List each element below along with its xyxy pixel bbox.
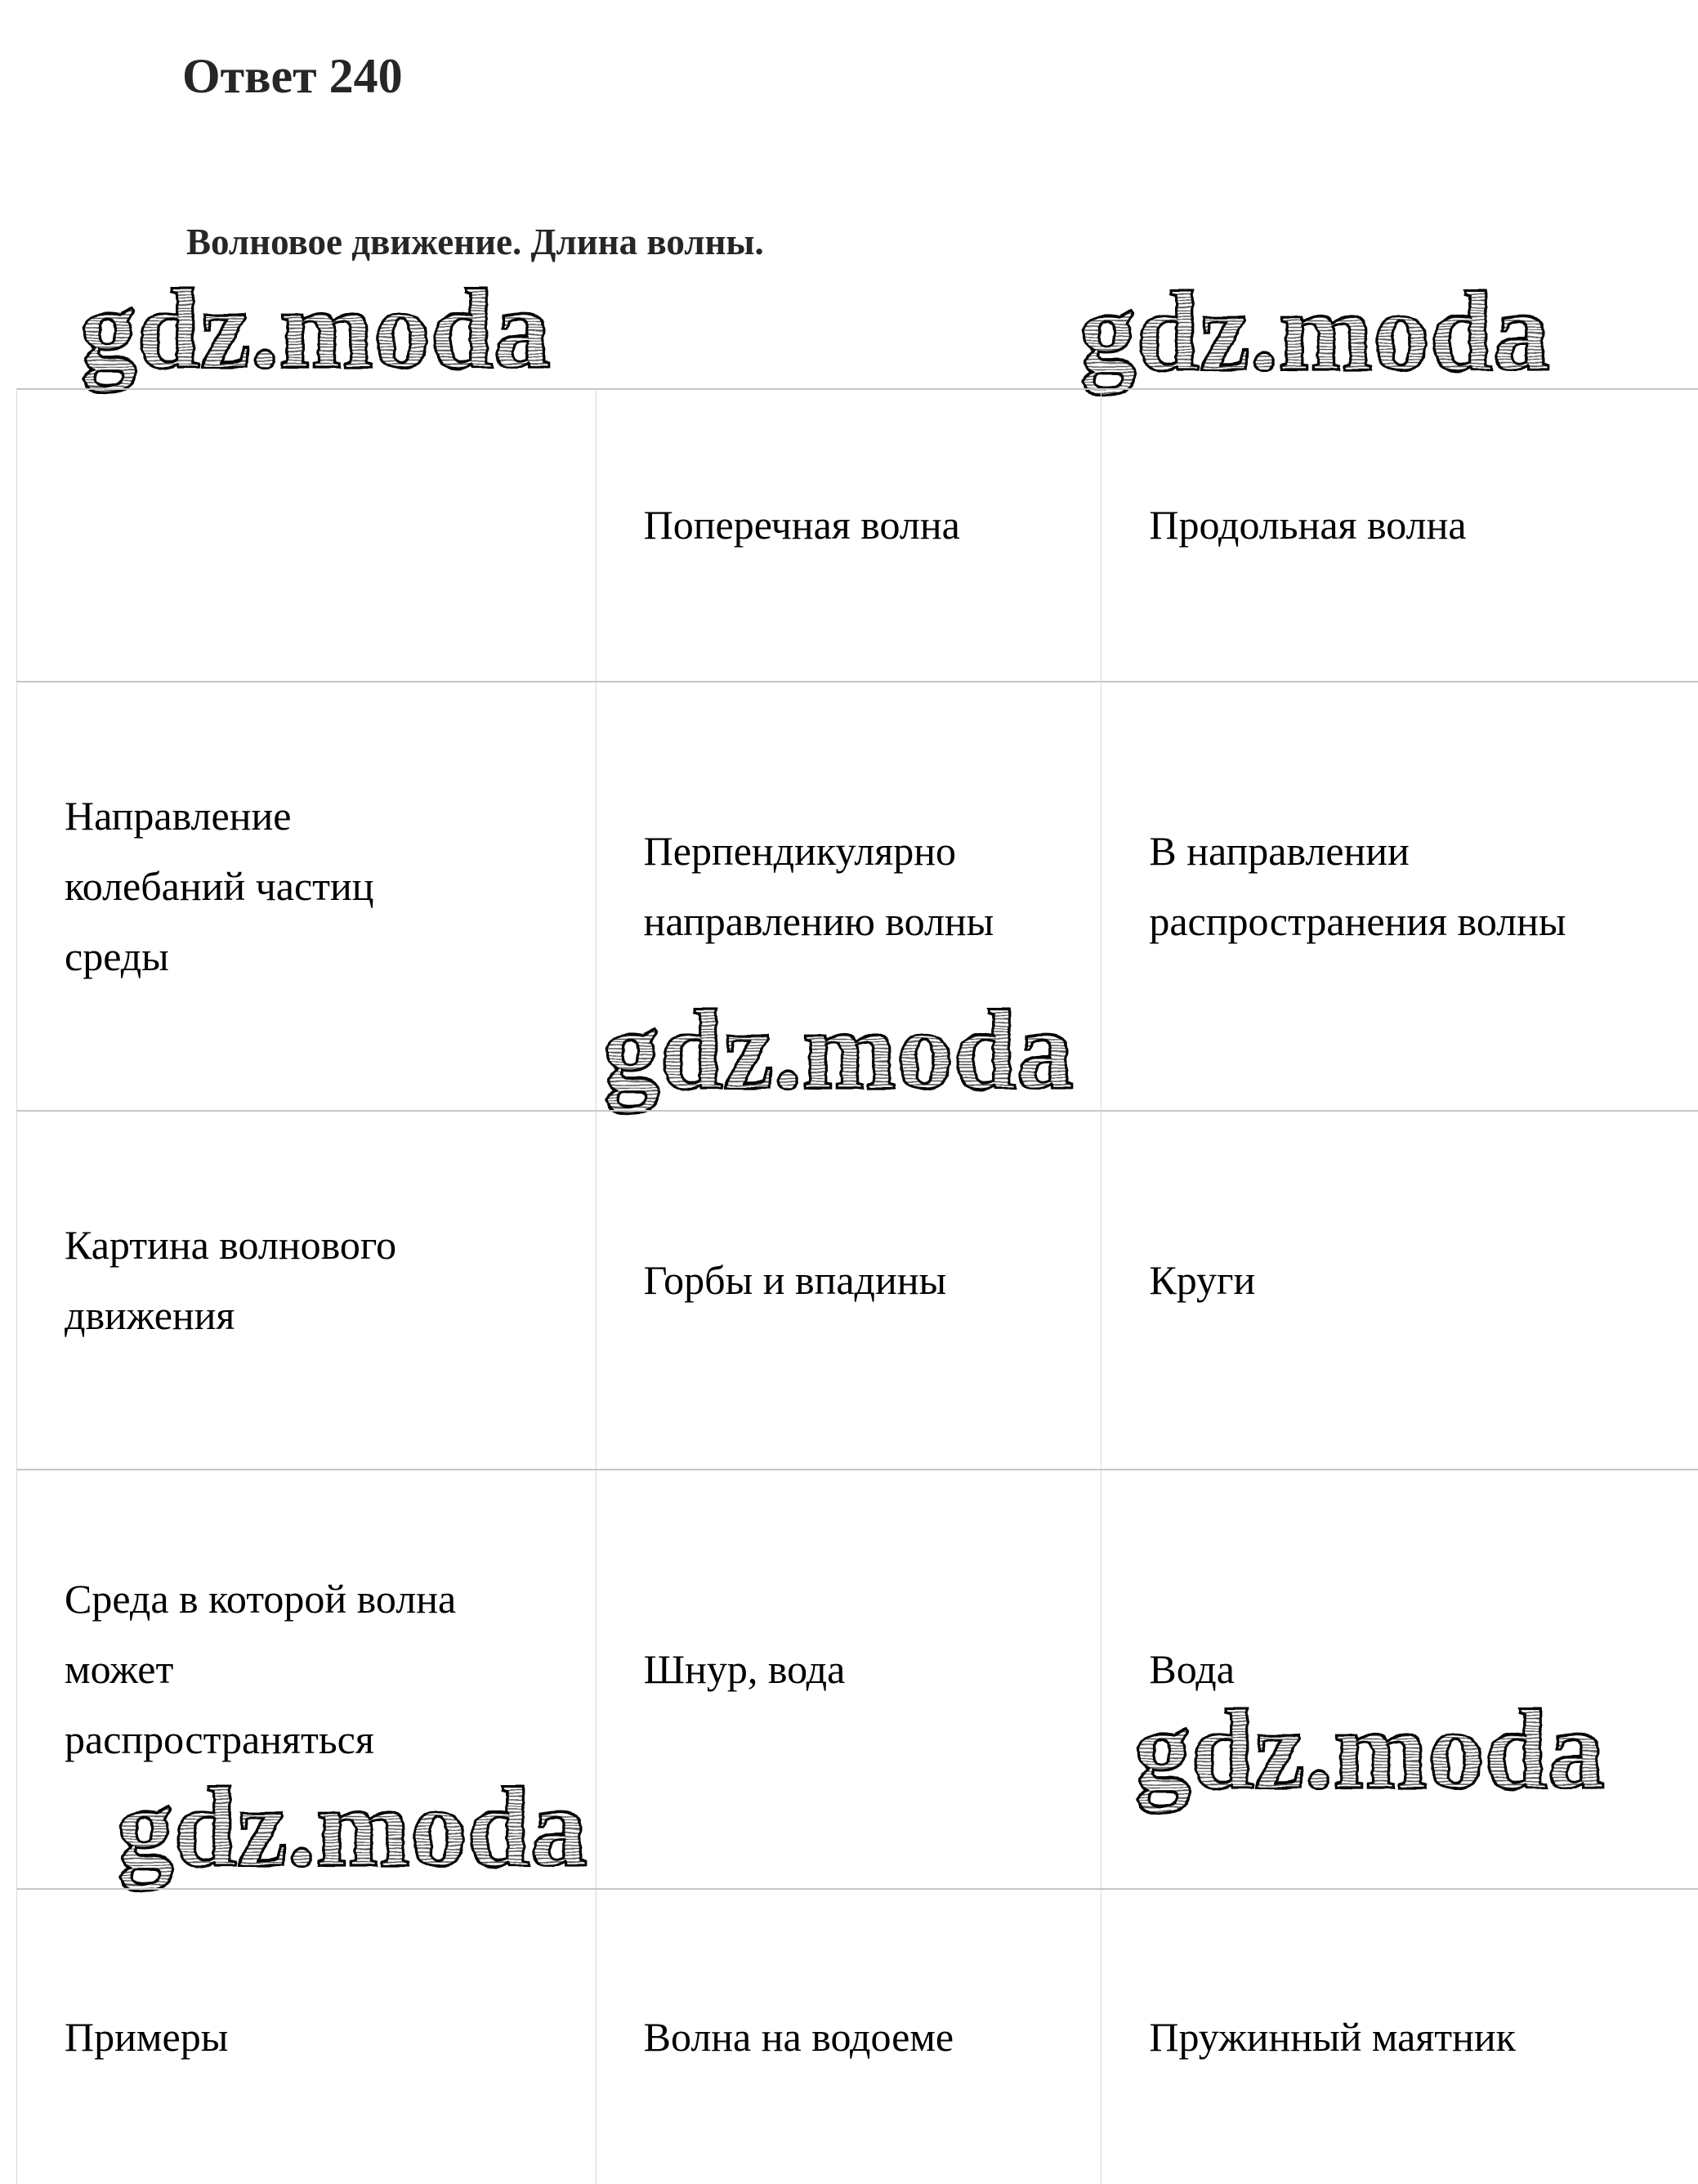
svg-text:gdz.moda: gdz.moda xyxy=(1134,1687,1604,1813)
svg-text:gdz.moda: gdz.moda xyxy=(1079,269,1549,395)
svg-text:gdz.moda: gdz.moda xyxy=(603,987,1073,1113)
svg-text:gdz.moda: gdz.moda xyxy=(117,1765,587,1891)
svg-text:gdz.moda: gdz.moda xyxy=(80,266,550,392)
